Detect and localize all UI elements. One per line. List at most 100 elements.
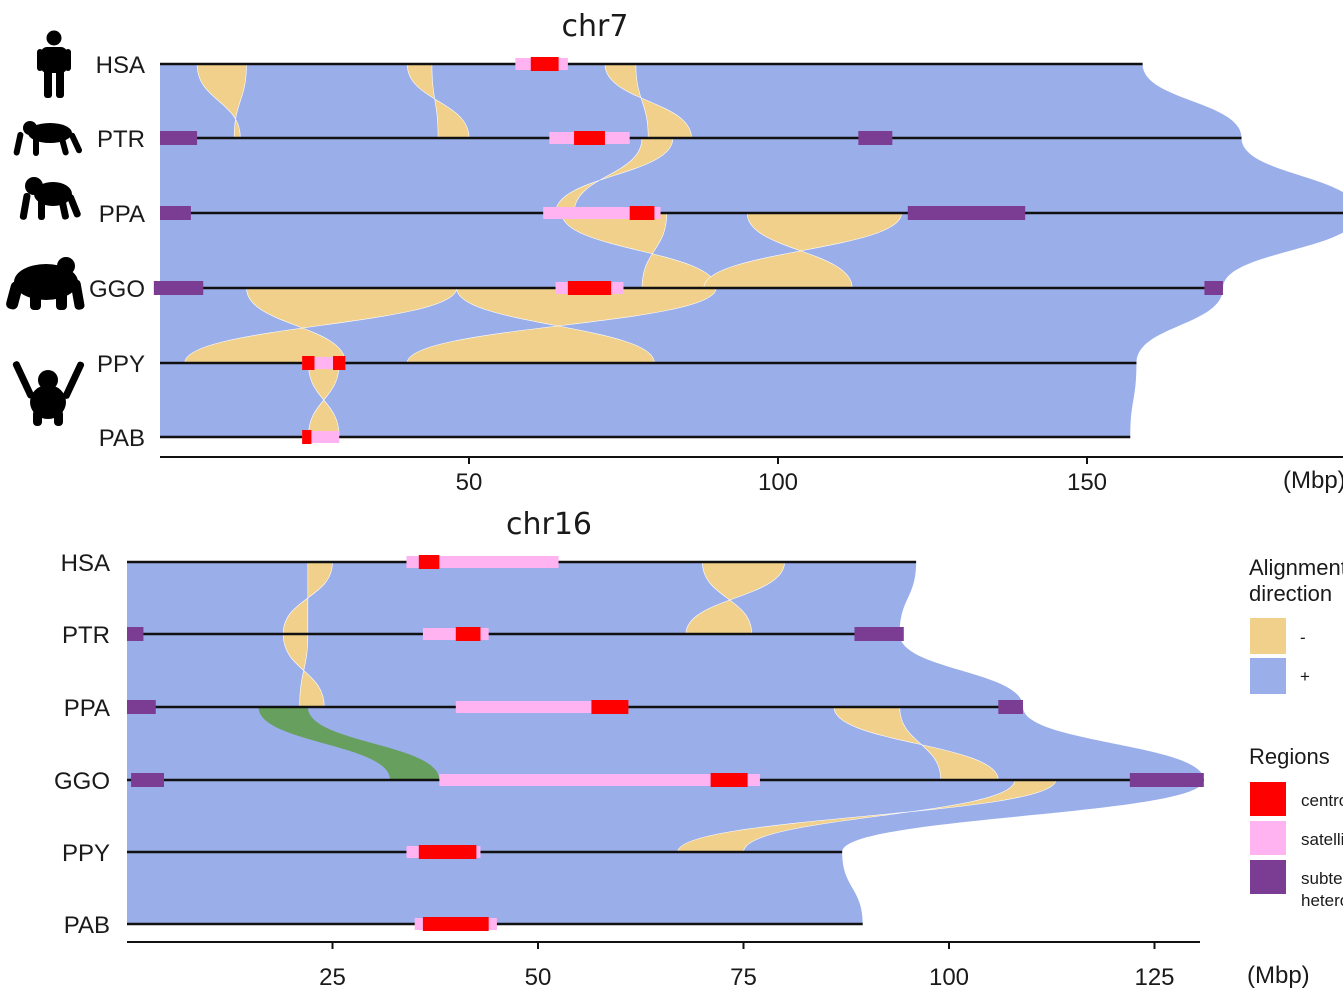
satellite-region-pab-0 — [302, 431, 340, 443]
x-tick-label-25: 25 — [319, 964, 346, 991]
subterminal-region-ggo-0 — [131, 773, 164, 787]
centromere-region-ppy-1 — [418, 845, 477, 859]
legend: Alignment direction - + Regions centrome… — [1249, 555, 1343, 910]
legend-minus-swatch — [1250, 618, 1286, 654]
plus-alignment-band-ggo-ppy — [127, 780, 1204, 852]
centromere-region-ppa-2 — [591, 700, 629, 714]
minus-alignment-ribbon-5 — [703, 212, 902, 289]
species-label-ppy: PPY — [62, 840, 110, 867]
x-tick-label-50: 50 — [456, 469, 483, 496]
chr16-panel: chr16 HSA PTR PPA GGO PPY PAB 25 50 75 100 125 (M… — [54, 507, 1310, 991]
legend-minus-label: - — [1300, 628, 1306, 647]
subterminal-region-ggo-3 — [1129, 773, 1204, 787]
centromere-region-ptr-2 — [574, 131, 605, 145]
chr7-species-labels: HSA PTR PPA GGO PPY PAB — [89, 52, 145, 452]
subterminal-region-ptr-3 — [858, 131, 893, 145]
legend-plus-swatch — [1250, 658, 1286, 694]
species-icons — [6, 30, 85, 426]
satellite-region-hsa-0 — [406, 556, 559, 568]
centromere-region-hsa-1 — [418, 555, 440, 569]
x-tick-label-125: 125 — [1134, 964, 1174, 991]
legend-alignment-title: Alignment — [1249, 555, 1343, 580]
subterminal-region-ppa-3 — [907, 206, 1026, 220]
chr7-x-axis: 50 100 150 — [160, 456, 1343, 496]
species-label-ppa: PPA — [99, 201, 145, 228]
human-icon — [37, 30, 71, 98]
plus-alignment-band-ppy-pab — [160, 363, 1137, 437]
legend-satellite-swatch — [1250, 821, 1286, 855]
centromere-region-ptr-2 — [455, 627, 481, 641]
minus-alignment-ribbon-6 — [184, 287, 457, 364]
species-label-hsa: HSA — [61, 550, 110, 577]
centromere-region-pab-1 — [422, 917, 489, 931]
species-label-hsa: HSA — [96, 52, 145, 79]
species-label-ggo: GGO — [89, 276, 145, 303]
species-label-ppa: PPA — [64, 695, 110, 722]
legend-centromere-label: centromere — [1301, 791, 1343, 810]
minus-alignment-ribbon-4 — [677, 779, 1057, 853]
chr16-unit-label: (Mbp) — [1247, 962, 1310, 989]
subterminal-region-ptr-0 — [127, 627, 144, 641]
gorilla-icon — [6, 257, 85, 310]
plus-alignment-band-ptr-ppa — [127, 634, 1023, 707]
plus-alignment-band-hsa-ptr — [127, 562, 917, 634]
legend-plus-label: + — [1300, 667, 1310, 686]
chr16-inversions — [258, 561, 1057, 853]
centromere-region-ppa-2 — [629, 206, 655, 220]
species-label-ptr: PTR — [97, 126, 145, 153]
orangutan-icon — [12, 361, 85, 426]
chr16-title: chr16 — [506, 507, 592, 542]
plus-alignment-band-ptr-ppa — [160, 138, 1343, 213]
minus-alignment-ribbon-7 — [406, 287, 717, 364]
subterminal-region-ppa-0 — [127, 700, 156, 714]
subterminal-region-ggo-0 — [153, 281, 204, 295]
chr16-species-labels: HSA PTR PPA GGO PPY PAB — [54, 550, 110, 939]
satellite-region-ppa-1 — [455, 701, 629, 713]
chr7-unit-label: (Mbp) — [1283, 467, 1343, 494]
other-alignment-ribbon-0 — [258, 707, 440, 780]
minus-alignment-ribbon-3 — [833, 706, 999, 781]
legend-regions-title: Regions — [1249, 744, 1330, 769]
chr16-x-axis: 25 50 75 100 125 — [127, 941, 1200, 991]
species-label-ggo: GGO — [54, 768, 110, 795]
plus-alignment-band-hsa-ptr — [160, 64, 1242, 138]
legend-subterminal-swatch — [1250, 860, 1286, 894]
species-label-ppy: PPY — [97, 351, 145, 378]
legend-alignment-title-2: direction — [1249, 581, 1332, 606]
plus-alignment-band-ppa-ggo — [160, 213, 1343, 288]
x-tick-label-150: 150 — [1067, 469, 1107, 496]
legend-subterminal-label: subterminal — [1301, 869, 1343, 888]
centromere-region-hsa-1 — [530, 57, 559, 71]
minus-alignment-ribbon-1 — [282, 561, 333, 635]
chr7-bands — [160, 64, 1343, 437]
centromere-region-ggo-2 — [567, 281, 612, 295]
chr7-inversions — [184, 63, 902, 438]
centromere-region-ppy-2 — [333, 356, 346, 370]
centromere-region-pab-1 — [302, 430, 312, 444]
chr7-region-marks — [153, 57, 1223, 444]
legend-centromere-swatch — [1250, 782, 1286, 816]
plus-alignment-band-ppy-pab — [127, 852, 863, 924]
subterminal-region-ppa-3 — [998, 700, 1023, 714]
bonobo-icon — [19, 177, 81, 220]
subterminal-region-ggo-3 — [1204, 281, 1223, 295]
legend-satellite-label: satellite — [1301, 830, 1343, 849]
x-tick-label-50: 50 — [525, 964, 552, 991]
chr16-region-marks — [127, 555, 1204, 931]
centromere-region-ppy-1 — [302, 356, 315, 370]
x-tick-label-75: 75 — [730, 964, 757, 991]
species-label-ptr: PTR — [62, 622, 110, 649]
chr7-title: chr7 — [562, 9, 629, 44]
x-tick-label-100: 100 — [929, 964, 969, 991]
species-label-pab: PAB — [99, 425, 145, 452]
chimpanzee-icon — [13, 121, 83, 156]
subterminal-region-ppa-0 — [160, 206, 191, 220]
x-tick-label-100: 100 — [758, 469, 798, 496]
species-label-pab: PAB — [64, 912, 110, 939]
legend-subterminal-label-2: heterochromatin — [1301, 891, 1343, 910]
subterminal-region-ptr-0 — [160, 131, 198, 145]
centromere-region-ggo-2 — [710, 773, 748, 787]
chr7-panel: chr7 HSA PTR PPA GGO PPY PAB 50 100 150 (Mbp) — [89, 9, 1343, 496]
satellite-region-ggo-1 — [439, 774, 760, 786]
